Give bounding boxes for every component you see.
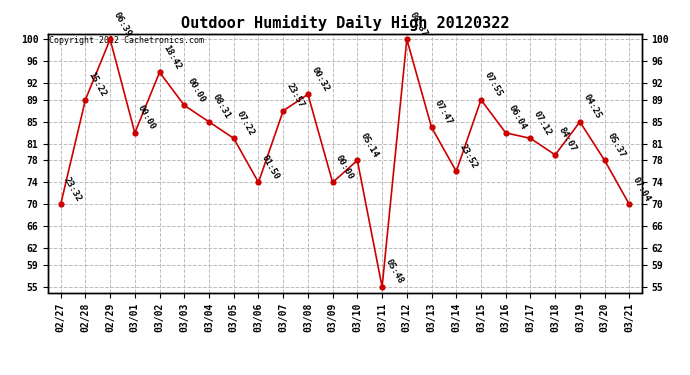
Text: 23:32: 23:32 [62, 175, 83, 203]
Point [204, 119, 215, 125]
Point [253, 179, 264, 185]
Point [228, 135, 239, 141]
Text: 04:25: 04:25 [581, 93, 602, 120]
Text: 23:52: 23:52 [457, 142, 479, 170]
Point [402, 36, 413, 42]
Text: 00:00: 00:00 [136, 104, 157, 132]
Point [55, 201, 66, 207]
Text: 08:31: 08:31 [210, 93, 232, 120]
Point [624, 201, 635, 207]
Point [352, 158, 363, 164]
Point [105, 36, 116, 42]
Point [80, 97, 91, 103]
Text: 23:57: 23:57 [284, 82, 306, 110]
Text: 06:04: 06:04 [507, 104, 529, 132]
Text: 01:50: 01:50 [260, 153, 281, 181]
Text: 06:39: 06:39 [112, 10, 132, 38]
Point [377, 284, 388, 290]
Point [426, 124, 437, 130]
Text: 05:37: 05:37 [606, 131, 627, 159]
Title: Outdoor Humidity Daily High 20120322: Outdoor Humidity Daily High 20120322 [181, 15, 509, 31]
Point [475, 97, 486, 103]
Point [574, 119, 585, 125]
Text: 08:37: 08:37 [408, 10, 429, 38]
Point [500, 130, 511, 136]
Text: 07:22: 07:22 [235, 109, 257, 137]
Text: 07:55: 07:55 [482, 70, 504, 98]
Text: 18:42: 18:42 [161, 43, 182, 71]
Point [525, 135, 536, 141]
Point [302, 91, 313, 97]
Text: 00:00: 00:00 [186, 76, 207, 104]
Point [327, 179, 338, 185]
Point [277, 108, 288, 114]
Text: 05:14: 05:14 [359, 131, 380, 159]
Point [129, 130, 140, 136]
Text: Copyright 2012 Cachetronics.com: Copyright 2012 Cachetronics.com [50, 36, 204, 45]
Text: 07:04: 07:04 [631, 175, 652, 203]
Text: 00:32: 00:32 [309, 65, 331, 93]
Text: 07:47: 07:47 [433, 98, 454, 126]
Point [451, 168, 462, 174]
Point [550, 152, 561, 158]
Point [179, 102, 190, 108]
Text: 00:00: 00:00 [334, 153, 355, 181]
Point [599, 158, 610, 164]
Text: 07:12: 07:12 [532, 109, 553, 137]
Point [154, 69, 165, 75]
Text: 84:07: 84:07 [557, 126, 578, 153]
Text: 15:22: 15:22 [87, 70, 108, 98]
Text: 05:48: 05:48 [384, 258, 405, 286]
